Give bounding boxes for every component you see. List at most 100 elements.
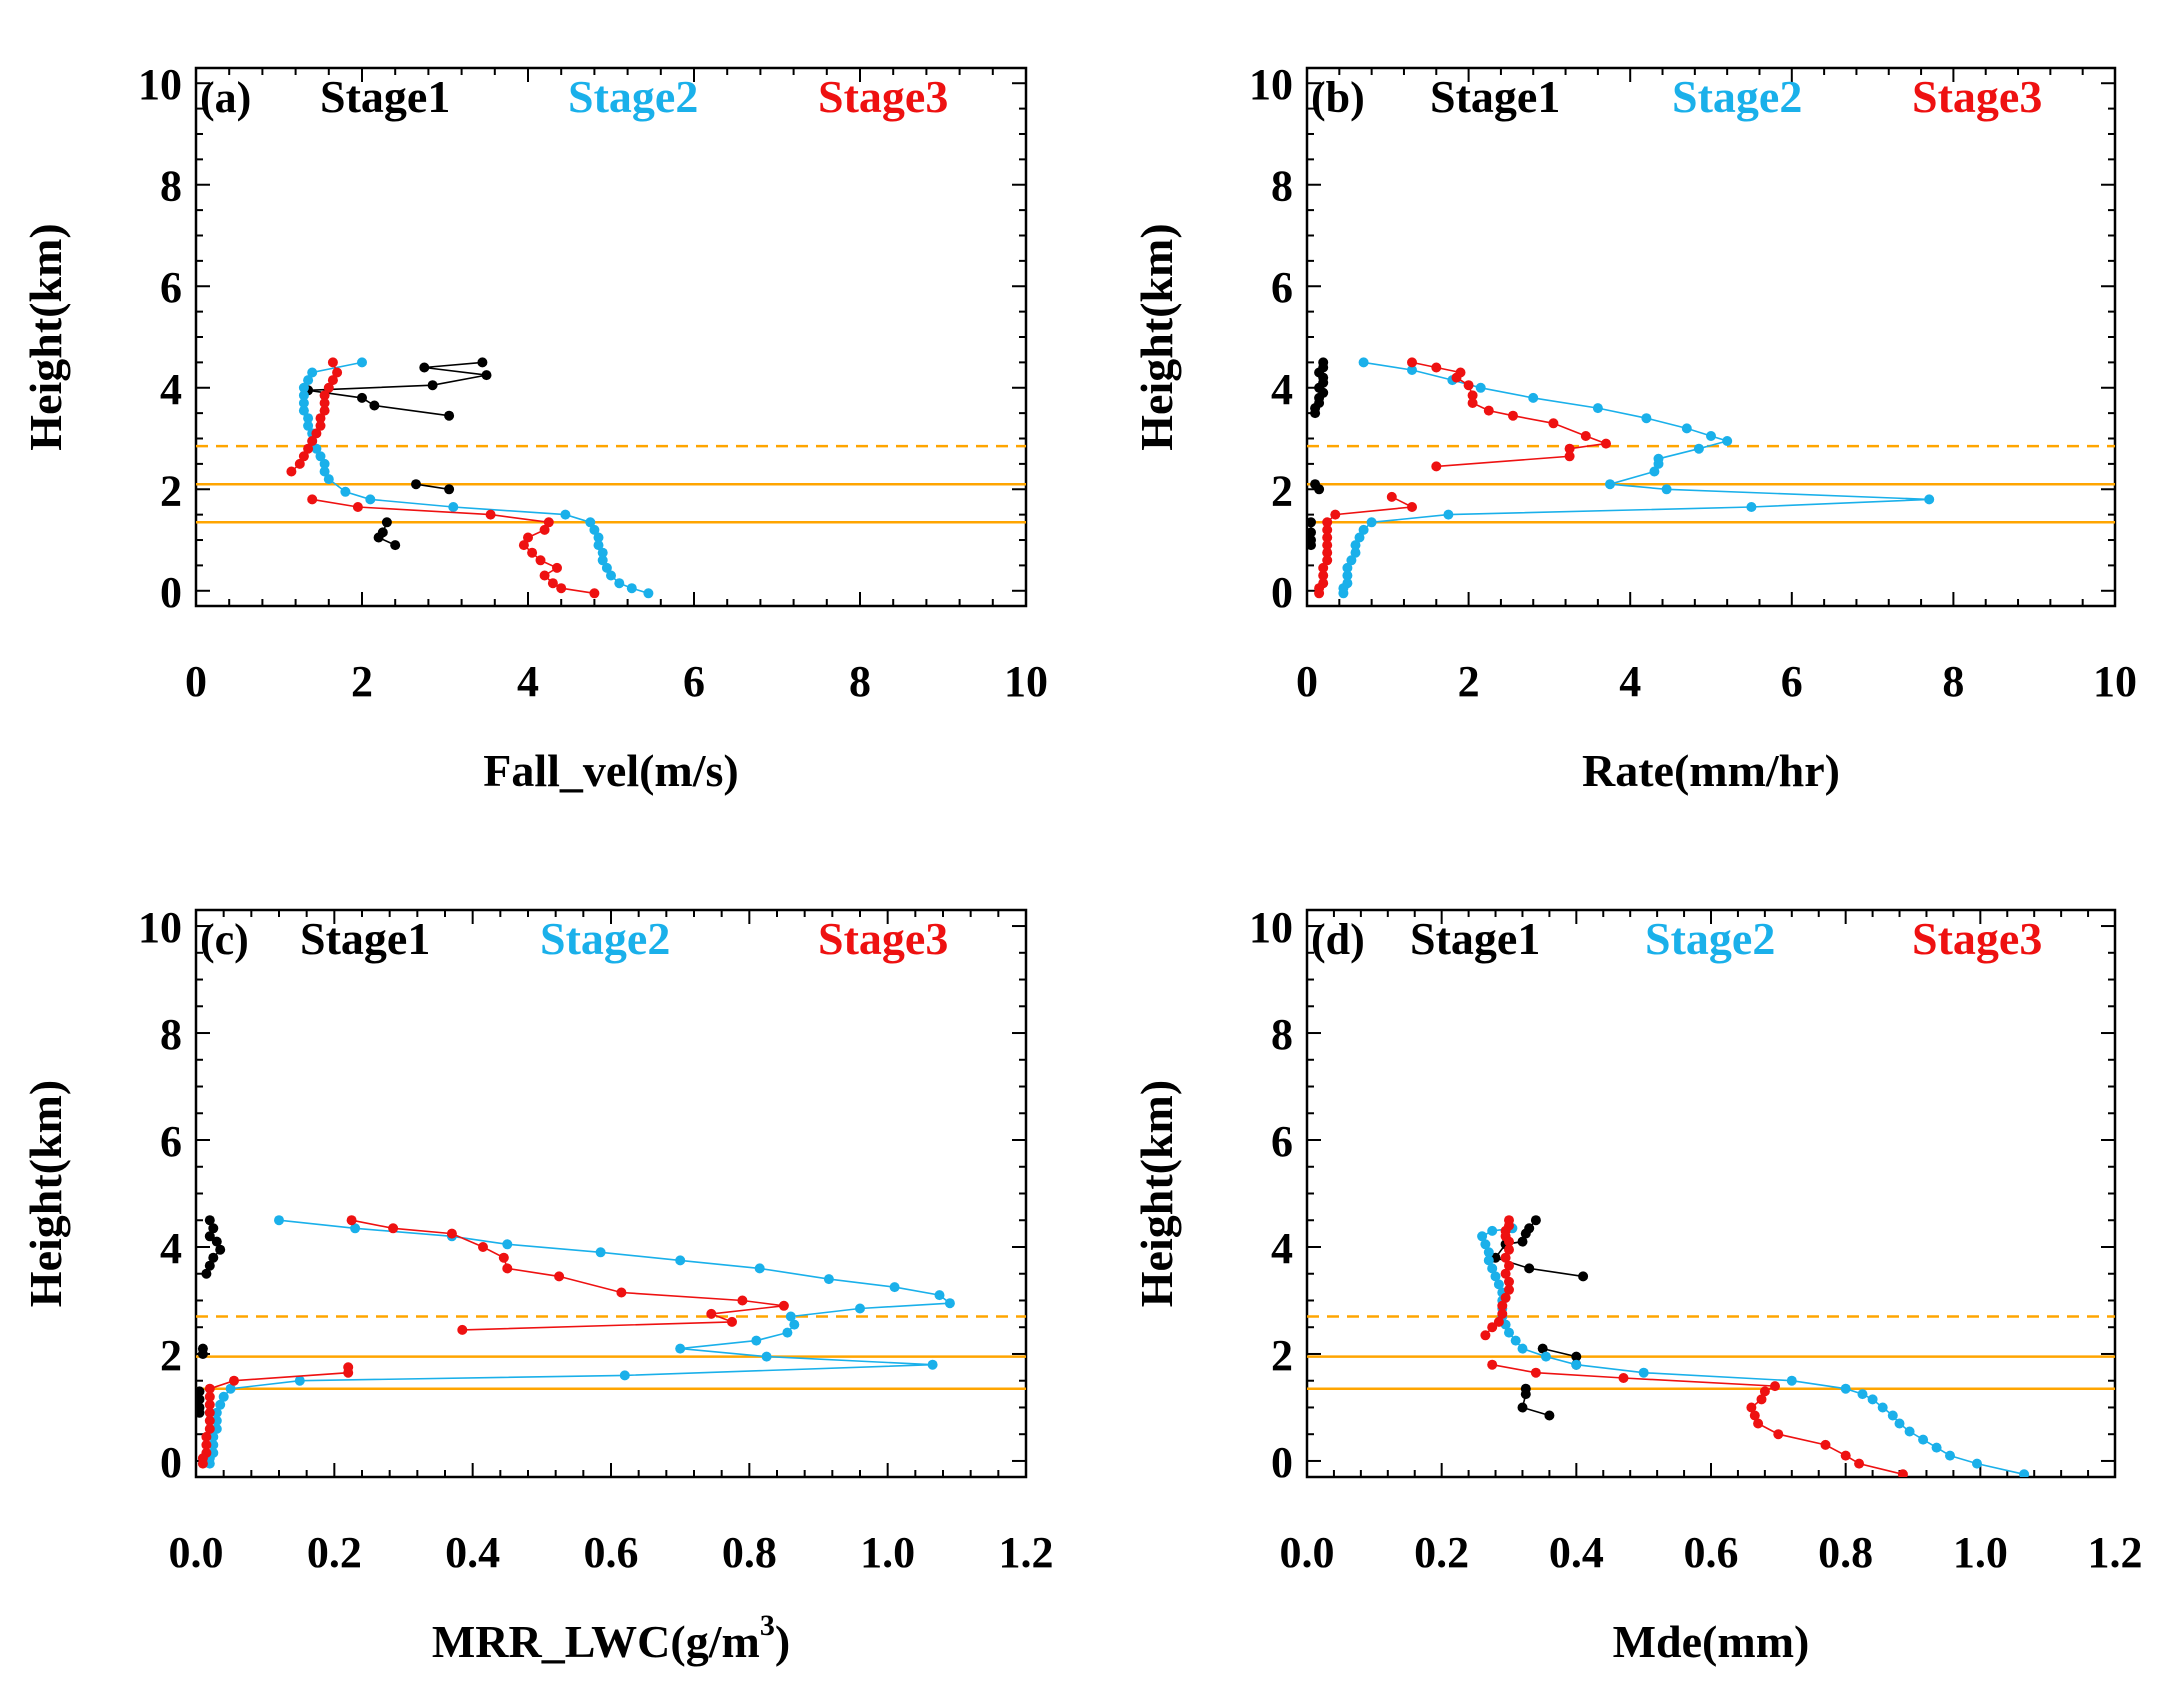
data-point-stage3 [1749, 1410, 1760, 1421]
data-point-stage3 [1500, 1268, 1511, 1279]
x-tick-label: 0.8 [722, 1528, 777, 1577]
data-point-stage2 [1722, 436, 1733, 446]
x-axis-label-superscript: 3 [760, 1609, 775, 1642]
y-axis-label: Height(km) [1131, 1080, 1182, 1307]
data-point-stage2 [1661, 484, 1672, 495]
x-axis-label: Rate(mm/hr) [1582, 745, 1840, 796]
y-tick-label: 4 [1271, 365, 1293, 414]
data-point-stage3 [303, 443, 314, 454]
x-axis-label-text: Rate(mm/hr) [1582, 745, 1840, 796]
data-point-stage2 [298, 398, 309, 408]
data-point-stage1 [208, 1252, 219, 1263]
data-point-stage1 [1310, 408, 1321, 419]
data-point-stage2 [1681, 423, 1692, 434]
data-point-stage3 [307, 494, 318, 505]
data-point-stage3 [1770, 1381, 1780, 1392]
x-tick-label: 2 [1458, 657, 1480, 706]
data-layer [196, 357, 1026, 599]
data-point-stage3 [298, 451, 309, 462]
data-point-stage1 [196, 1394, 205, 1405]
data-point-stage1 [411, 479, 421, 490]
legend-stage2: Stage2 [1645, 913, 1775, 964]
data-point-stage3 [527, 547, 538, 558]
data-point-stage2 [1342, 570, 1353, 581]
y-axis-label: Height(km) [1131, 223, 1182, 450]
data-point-stage2 [1483, 1255, 1494, 1266]
y-tick-label: 0 [160, 568, 182, 617]
data-point-stage2 [1407, 365, 1417, 375]
data-point-stage3 [1322, 555, 1333, 566]
data-point-stage1 [196, 1386, 205, 1397]
data-point-stage2 [1649, 466, 1660, 477]
data-point-stage3 [1493, 1316, 1504, 1327]
data-point-stage3 [1330, 509, 1341, 520]
data-point-stage2 [1493, 1279, 1504, 1290]
data-point-stage2 [1528, 392, 1539, 403]
data-point-stage2 [944, 1298, 955, 1309]
data-point-stage2 [1504, 1327, 1514, 1338]
data-point-stage1 [357, 392, 367, 403]
data-point-stage1 [381, 517, 392, 528]
data-point-stage3 [1508, 410, 1518, 421]
data-point-stage2 [1354, 532, 1365, 543]
data-point-stage2 [315, 451, 326, 462]
data-point-stage2 [1366, 517, 1377, 528]
data-point-stage3 [1463, 380, 1474, 391]
data-point-stage2 [319, 458, 330, 469]
data-point-stage2 [1443, 509, 1454, 520]
data-point-stage2 [1857, 1389, 1868, 1400]
data-point-stage3 [1548, 418, 1559, 429]
data-point-stage2 [307, 367, 318, 378]
data-point-stage3 [502, 1263, 513, 1274]
data-point-stage3 [478, 1242, 488, 1252]
data-point-stage1 [1307, 517, 1316, 528]
y-tick-label: 10 [138, 903, 182, 952]
data-point-stage3 [1840, 1450, 1851, 1461]
x-tick-label: 10 [1004, 657, 1048, 706]
data-point-stage3 [616, 1287, 627, 1298]
data-point-stage3 [204, 1407, 215, 1418]
data-point-stage2 [1338, 588, 1349, 599]
data-point-stage2 [934, 1290, 945, 1301]
data-point-stage2 [751, 1335, 762, 1346]
data-point-stage3 [1601, 438, 1611, 449]
x-axis-label: Fall_vel(m/s) [483, 745, 739, 796]
data-point-stage3 [1386, 491, 1397, 502]
data-point-stage1 [1571, 1351, 1582, 1362]
data-point-stage2 [225, 1383, 236, 1394]
data-point-stage3 [1431, 461, 1442, 472]
data-point-stage2 [298, 382, 309, 393]
data-point-stage3 [388, 1223, 399, 1234]
data-point-stage2 [1483, 1247, 1494, 1258]
y-tick-label: 0 [160, 1438, 182, 1487]
data-point-stage2 [1840, 1383, 1851, 1394]
data-point-stage3 [323, 382, 334, 393]
x-axis-label-text: MRR_LWC(g/m [432, 1616, 760, 1667]
y-tick-label: 6 [160, 1117, 182, 1166]
plot-frame [194, 66, 1028, 608]
data-point-stage2 [761, 1351, 772, 1362]
data-point-stage3 [1580, 431, 1591, 441]
y-tick-label: 4 [1271, 1224, 1293, 1273]
data-point-stage2 [365, 494, 376, 505]
data-point-stage2 [211, 1415, 222, 1426]
data-point-stage2 [789, 1319, 800, 1330]
panel-d: 0.0 0.2 0.4 0.6 0.8 1.0 1.2 0 2 4 6 8 10 Mde(mm) Heigh… [1131, 903, 2143, 1667]
data-point-stage2 [1706, 431, 1716, 441]
data-point-stage2 [589, 524, 600, 535]
x-tick-label: 0 [1296, 657, 1318, 706]
data-point-stage3 [1314, 588, 1325, 599]
data-point-stage2 [1592, 403, 1603, 414]
data-point-stage2 [1475, 382, 1486, 393]
data-point-stage2 [643, 588, 654, 599]
data-point-stage2 [502, 1239, 513, 1250]
data-point-stage3 [457, 1324, 468, 1335]
series-line-stage2 [1342, 361, 1930, 594]
data-point-stage2 [585, 517, 596, 528]
data-point-stage3 [197, 1458, 208, 1469]
data-point-stage2 [340, 486, 351, 497]
data-point-stage2 [294, 1375, 305, 1386]
x-tick-label: 0.0 [1280, 1528, 1335, 1577]
data-point-stage3 [1407, 357, 1417, 368]
data-point-stage3 [485, 509, 496, 520]
